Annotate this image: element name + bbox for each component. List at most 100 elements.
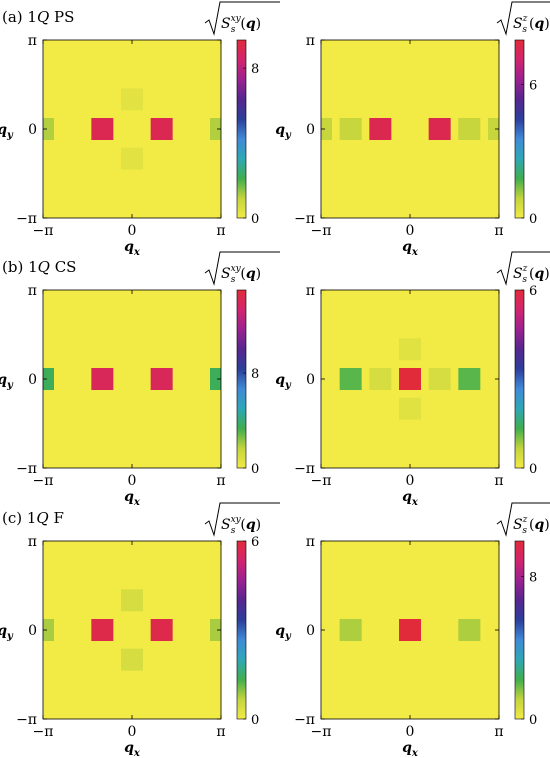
heatmap-cell [121,88,143,111]
heatmap-cell [488,118,499,140]
heatmap-cell [321,118,332,140]
y-tick-label: 0 [306,623,315,639]
heatmap-cell [150,619,173,641]
x-tick-label: 0 [128,724,137,740]
sqrt-sign [496,502,550,537]
x-tick-label: 0 [406,223,415,239]
heatmap-background [43,541,221,719]
heatmap-cell [428,118,451,140]
heatmap-cell [399,368,421,390]
x-tick-label: −π [33,724,54,740]
heatmap-cell [121,589,143,612]
heatmap-cell [339,118,362,140]
colorbar-title: Sz s (q) [513,264,550,285]
x-tick-label: −π [311,473,332,489]
colorbar-tick-label: 6 [251,535,259,550]
heatmap-cell [399,619,421,641]
y-tick-label: −π [16,461,37,477]
x-tick-label: 0 [128,473,137,489]
colorbar [236,540,247,720]
x-tick-label: π [494,473,503,489]
heatmap-background [43,290,221,468]
x-tick-label: 0 [406,473,415,489]
colorbar-tick-label: 8 [251,367,259,382]
colorbar-tick-label: 6 [529,284,537,299]
x-axis-label: qx [402,740,419,758]
y-tick-label: π [306,33,315,49]
y-tick-label: π [306,283,315,299]
heatmap-cell [369,368,392,390]
heatmap-cell [43,118,54,140]
heatmap-cell [150,118,173,140]
y-tick-label: −π [294,461,315,477]
y-tick-label: π [306,534,315,550]
heatmap-cell [91,368,114,390]
heatmap-cell [428,368,451,390]
panel-4: −π 0 π −π 0 π qx qy 0 6Sz s (q) [275,251,550,508]
x-tick-label: −π [311,724,332,740]
heatmap-cell [339,368,362,390]
x-axis-label: qx [124,489,141,508]
x-tick-label: −π [33,223,54,239]
colorbar-tick-label: 0 [251,212,259,227]
sqrt-sign [204,251,280,286]
heatmap-cell [210,619,221,641]
panel-2: −π 0 π −π 0 π qx qy 0 6 Sz s (q) [275,1,550,258]
y-axis-label: qy [0,122,14,141]
sqrt-sign [496,251,550,286]
x-tick-label: π [494,724,503,740]
x-tick-label: 0 [406,724,415,740]
y-axis-label: qy [275,372,292,391]
panel-label: (c) 1Q F [2,509,64,527]
y-axis-label: qy [0,372,14,391]
panel-label: (a) 1Q PS [2,8,74,26]
heatmap-cell [210,118,221,140]
heatmap-cell [339,619,362,641]
heatmap-cell [458,368,481,390]
heatmap-cell [458,619,481,641]
x-tick-label: π [216,223,225,239]
panel-label: (b) 1Q CS [2,258,76,276]
colorbar [236,39,247,219]
x-axis-label: qx [124,740,141,758]
colorbar-tick-label: 0 [529,212,537,227]
heatmap-cell [458,118,481,140]
colorbar-tick-label: 8 [251,62,259,77]
heatmap-cell [121,147,143,170]
sqrt-sign [204,502,280,537]
y-tick-label: 0 [28,623,37,639]
heatmap-cell [121,648,143,671]
colorbar-title: Sz s (q) [513,515,550,536]
y-tick-label: −π [294,712,315,728]
colorbar [514,540,525,720]
sqrt-sign [204,1,280,36]
colorbar-tick-label: 6 [529,79,537,94]
y-tick-label: 0 [306,372,315,388]
colorbar-tick-label: 0 [251,462,259,477]
heatmap-cell [210,368,221,390]
y-tick-label: −π [16,211,37,227]
heatmap-cell [369,118,392,140]
x-tick-label: π [216,473,225,489]
x-axis-label: qx [402,239,419,258]
colorbar [236,289,247,469]
colorbar-title: Sxy s (q) [221,14,261,35]
y-tick-label: 0 [28,122,37,138]
y-axis-label: qy [275,623,292,642]
colorbar [514,289,525,469]
heatmap-cell [91,118,114,140]
heatmap-background [43,40,221,218]
colorbar-tick-label: 0 [251,713,259,728]
y-axis-label: qy [0,623,14,642]
heatmap-cell [150,368,173,390]
colorbar-title: Sz s (q) [513,14,550,35]
x-axis-label: qx [124,239,141,258]
y-tick-label: 0 [306,122,315,138]
colorbar-tick-label: 8 [529,571,537,586]
sqrt-sign [496,1,550,36]
heatmap-cell [399,397,421,420]
